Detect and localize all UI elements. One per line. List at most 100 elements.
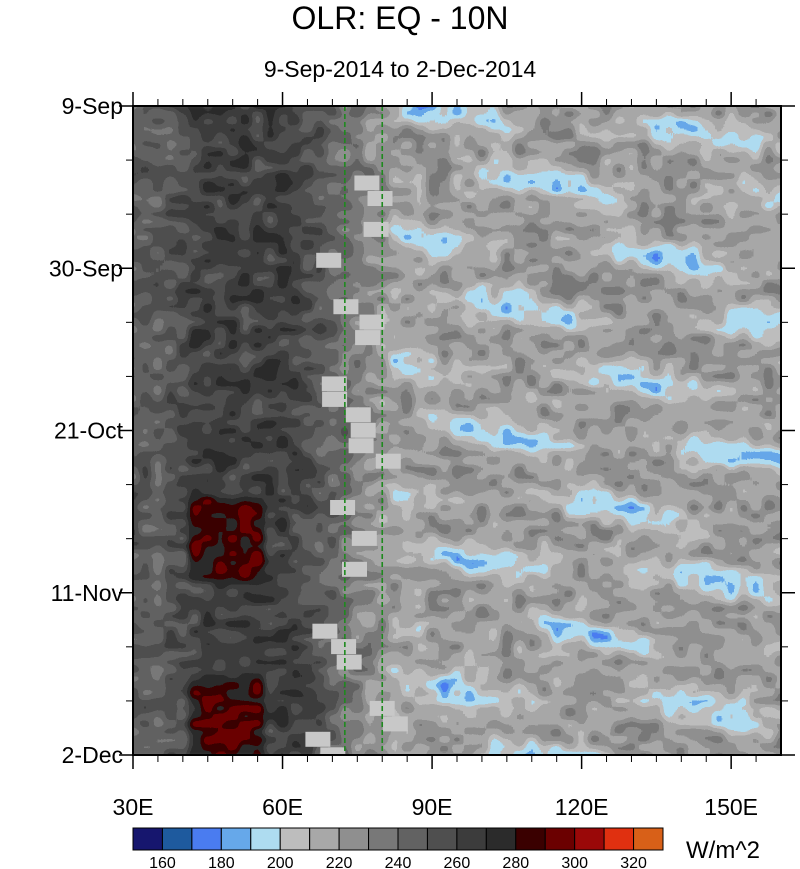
olr-cell xyxy=(587,218,601,227)
olr-cell xyxy=(650,550,664,559)
olr-cell xyxy=(762,287,776,296)
olr-cell xyxy=(662,503,676,513)
olr-cell xyxy=(538,434,552,443)
olr-cell xyxy=(214,488,228,497)
olr-cell xyxy=(562,225,576,235)
olr-cell xyxy=(724,612,738,621)
olr-cell xyxy=(525,210,539,219)
olr-cell xyxy=(263,681,277,690)
olr-cell xyxy=(500,558,514,567)
olr-cell xyxy=(189,233,203,242)
olr-cell xyxy=(687,643,701,652)
olr-cell xyxy=(351,503,365,513)
olr-cell xyxy=(425,550,439,559)
olr-cell xyxy=(587,125,601,134)
olr-cell xyxy=(562,581,576,590)
olr-cell xyxy=(625,171,639,180)
olr-cell xyxy=(637,218,651,227)
olr-cell xyxy=(662,588,676,598)
olr-cell xyxy=(189,519,203,528)
olr-cell xyxy=(238,728,252,737)
olr-cell xyxy=(762,697,776,706)
olr-cell xyxy=(189,210,203,219)
olr-cell xyxy=(538,473,552,482)
olr-cell xyxy=(238,388,252,397)
olr-cell xyxy=(425,650,439,659)
olr-cell xyxy=(612,627,626,636)
olr-cell xyxy=(214,728,228,737)
olr-cell xyxy=(276,210,290,219)
olr-cell xyxy=(475,751,489,755)
olr-cell xyxy=(413,109,427,119)
olr-cell xyxy=(413,388,427,397)
olr-cell xyxy=(263,527,277,536)
olr-cell xyxy=(625,434,639,443)
olr-cell xyxy=(251,194,265,204)
olr-cell xyxy=(301,697,315,706)
olr-cell xyxy=(276,581,290,590)
olr-cell xyxy=(388,202,402,211)
olr-cell xyxy=(438,106,452,111)
olr-cell xyxy=(189,534,203,544)
olr-cell xyxy=(612,310,626,319)
olr-cell xyxy=(724,272,738,281)
olr-cell xyxy=(313,380,327,389)
olr-cell xyxy=(650,241,664,250)
olr-cell xyxy=(201,426,215,435)
olr-cell xyxy=(276,426,290,435)
olr-cell xyxy=(762,704,776,714)
olr-cell xyxy=(301,117,315,126)
olr-cell xyxy=(550,380,564,389)
olr-cell xyxy=(463,673,477,683)
olr-cell xyxy=(774,140,781,150)
olr-cell xyxy=(562,612,576,621)
olr-cell xyxy=(737,388,751,397)
olr-cell xyxy=(562,187,576,196)
olr-cell xyxy=(700,581,714,590)
olr-cell xyxy=(488,735,502,744)
olr-cell xyxy=(650,704,664,714)
olr-cell xyxy=(425,643,439,652)
olr-cell xyxy=(413,442,427,451)
olr-cell xyxy=(201,588,215,598)
olr-cell xyxy=(662,279,676,289)
olr-cell xyxy=(737,380,751,389)
olr-cell xyxy=(737,751,751,755)
olr-cell xyxy=(525,596,539,605)
olr-cell xyxy=(151,581,165,590)
olr-cell xyxy=(251,627,265,636)
olr-cell xyxy=(637,333,651,343)
olr-cell xyxy=(500,534,514,544)
olr-cell xyxy=(513,473,527,482)
olr-cell xyxy=(251,588,265,598)
olr-cell xyxy=(413,418,427,428)
olr-cell xyxy=(762,411,776,420)
olr-cell xyxy=(151,604,165,613)
olr-cell xyxy=(425,117,439,126)
missing-data-cells xyxy=(305,175,408,755)
olr-cell xyxy=(238,163,252,173)
olr-cell xyxy=(438,635,452,644)
olr-cell xyxy=(525,480,539,489)
olr-cell xyxy=(351,604,365,613)
olr-cell xyxy=(263,735,277,744)
olr-cell xyxy=(550,156,564,165)
olr-cell xyxy=(363,117,377,126)
olr-cell xyxy=(550,720,564,729)
olr-cell xyxy=(400,527,414,536)
olr-cell xyxy=(575,148,589,157)
olr-cell xyxy=(562,241,576,250)
olr-cell xyxy=(214,666,228,675)
olr-cell xyxy=(562,148,576,157)
olr-cell xyxy=(675,179,689,188)
olr-cell xyxy=(189,264,203,273)
olr-cell xyxy=(525,156,539,165)
olr-cell xyxy=(363,519,377,528)
olr-cell xyxy=(550,697,564,706)
olr-cell xyxy=(301,341,315,350)
olr-cell xyxy=(475,163,489,173)
olr-cell xyxy=(762,573,776,582)
olr-cell xyxy=(612,473,626,482)
olr-cell xyxy=(774,581,781,590)
olr-cell xyxy=(201,573,215,582)
